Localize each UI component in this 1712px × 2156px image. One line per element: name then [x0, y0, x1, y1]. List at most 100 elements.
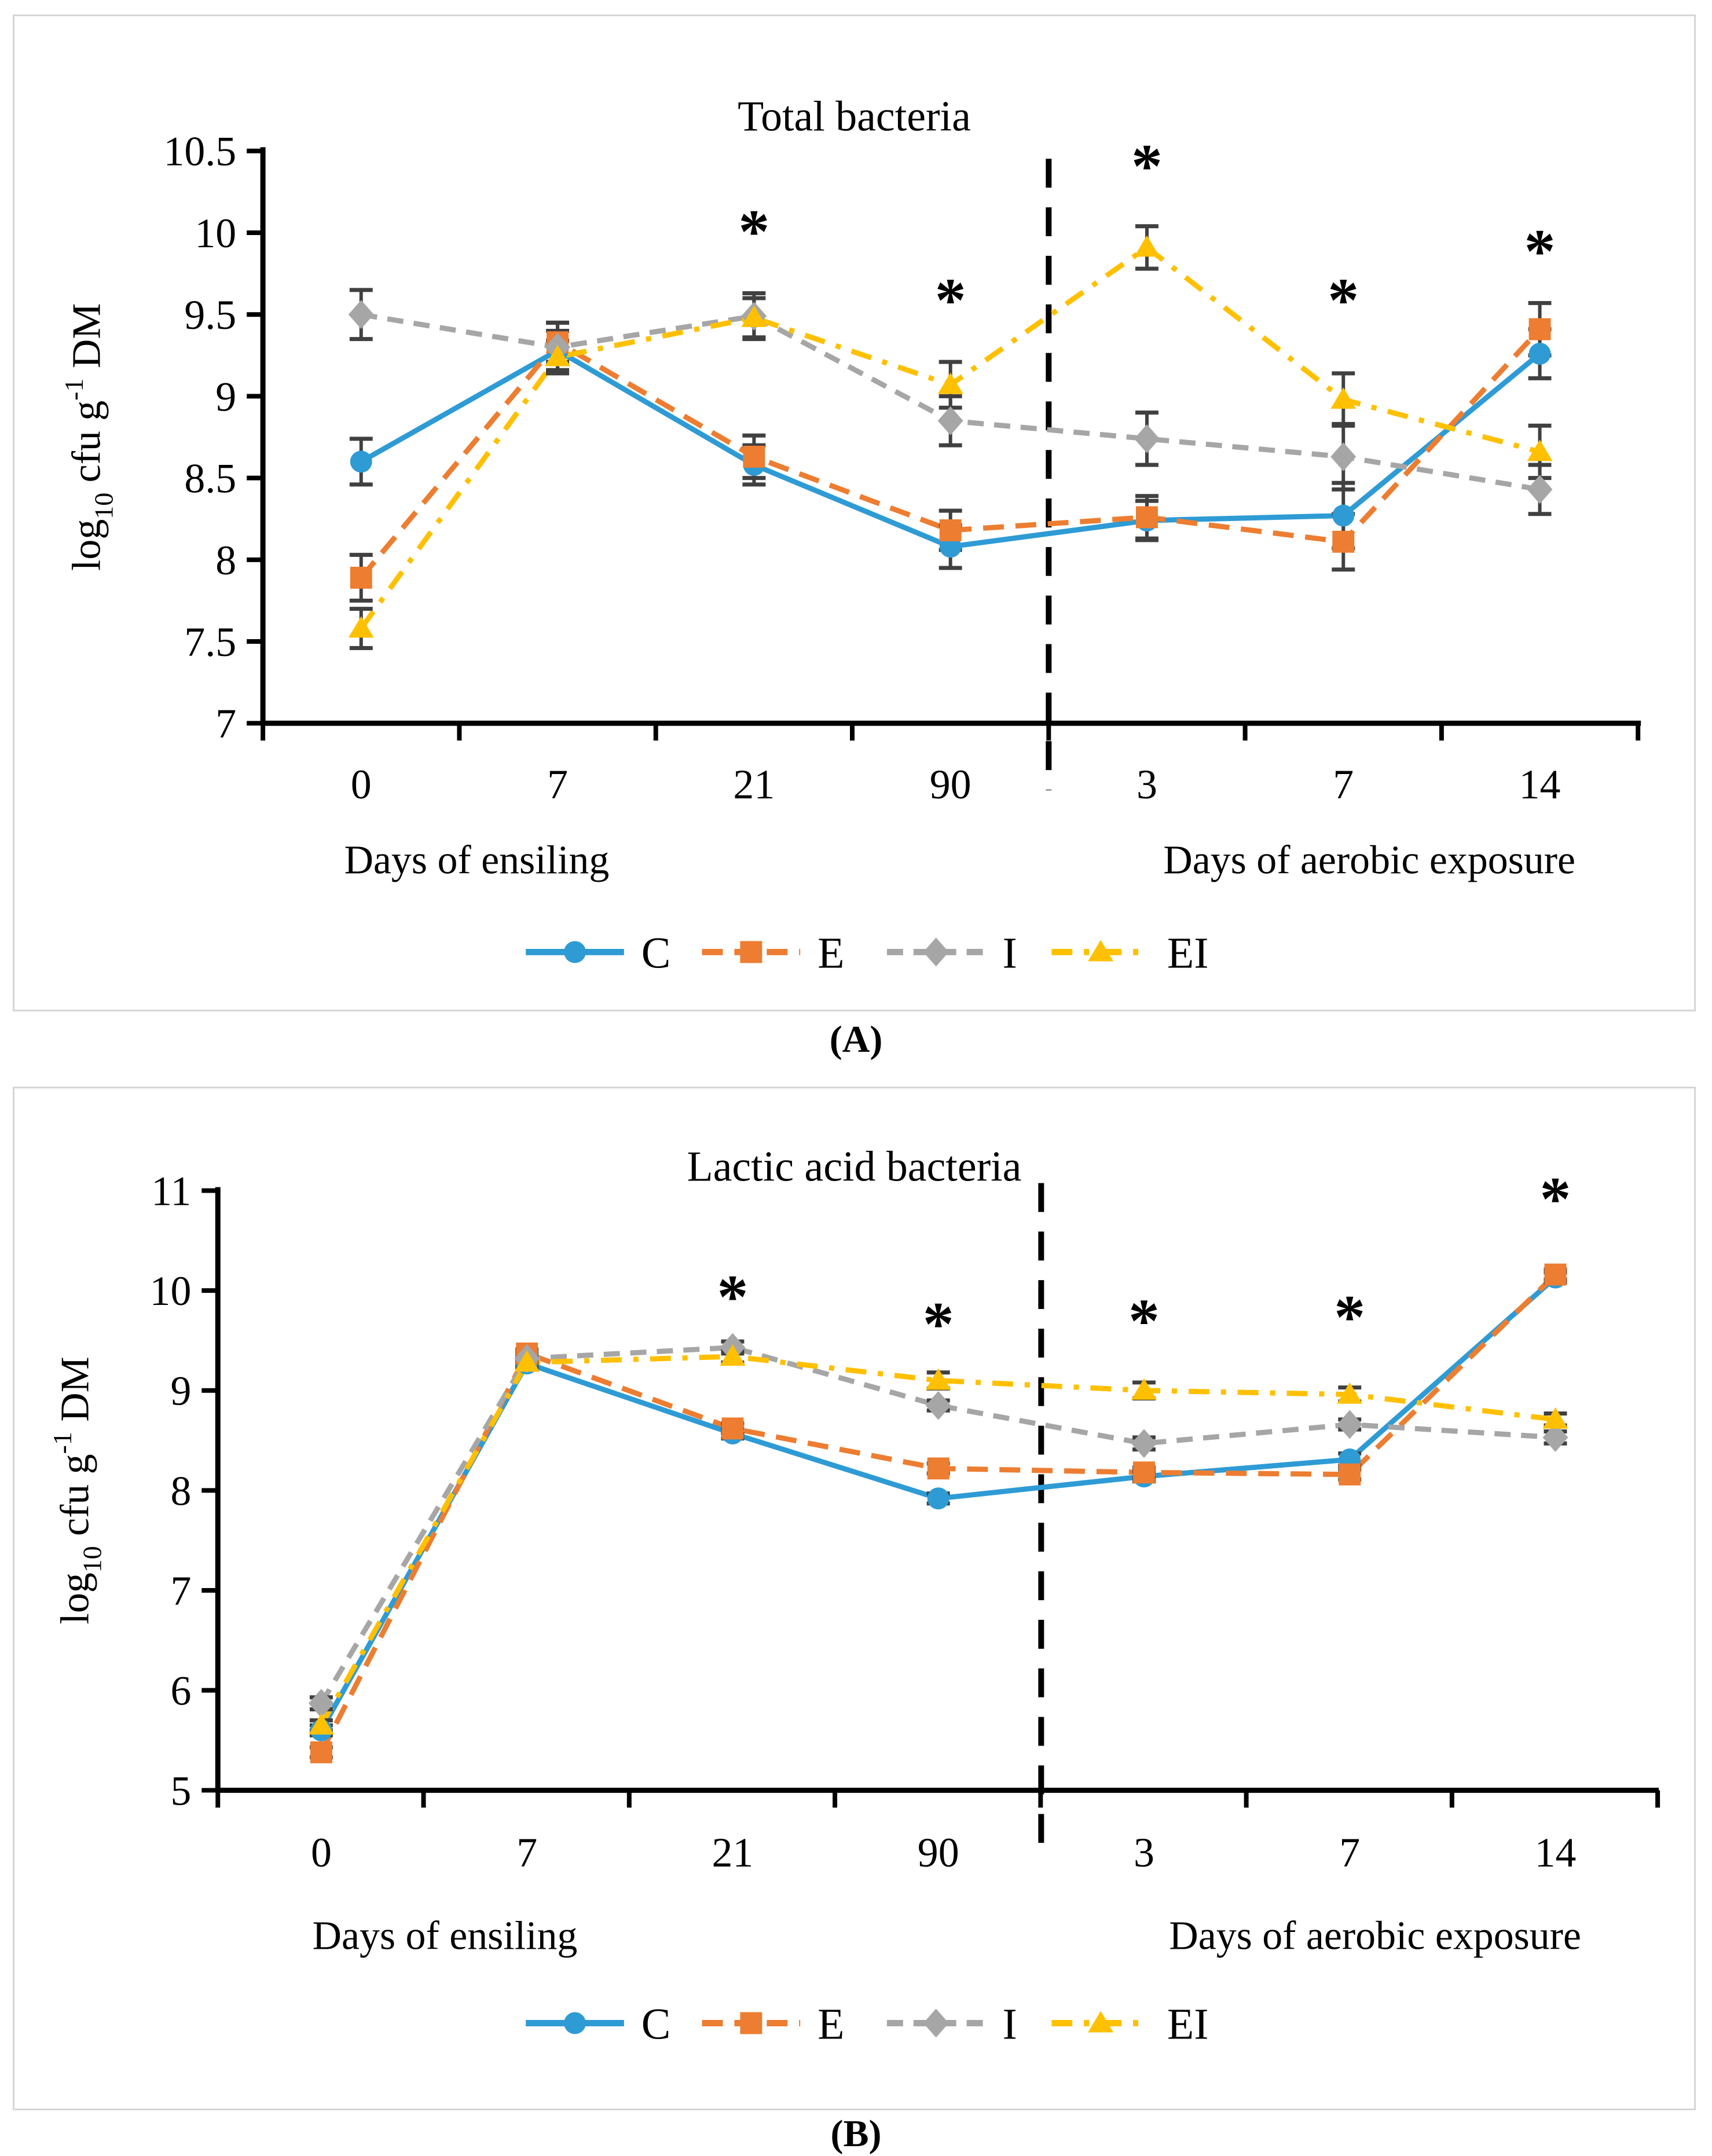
- marker-I-0: [348, 300, 374, 329]
- marker-E-3: [927, 1457, 950, 1480]
- legend-marker-I: [923, 2008, 949, 2038]
- chart-title: Lactic acid bacteria: [687, 1142, 1022, 1190]
- caption-panel-a: (A): [829, 1018, 883, 1061]
- marker-EI-5: [1337, 1382, 1363, 1404]
- y-tick-label: 10: [195, 210, 236, 256]
- legend: C E I EI: [526, 2000, 1208, 2048]
- legend-label-EI: EI: [1167, 2000, 1209, 2048]
- y-tick-label: 7.5: [184, 619, 236, 665]
- marker-E-6: [1528, 318, 1551, 340]
- marker-C-3: [927, 1487, 950, 1510]
- significance-asterisk: *: [1334, 1283, 1365, 1352]
- x-tick-label: 3: [1137, 761, 1157, 808]
- marker-E-0: [310, 1741, 332, 1763]
- marker-C-5: [1332, 504, 1355, 527]
- legend-marker-EI: [1088, 940, 1114, 962]
- marker-I-6: [1527, 475, 1553, 504]
- caption-panel-b: (B): [830, 2113, 882, 2155]
- legend-label-C: C: [641, 2000, 671, 2048]
- marker-E-5: [1332, 530, 1355, 553]
- marker-EI-3: [937, 372, 963, 394]
- significance-asterisk: *: [1540, 1165, 1571, 1234]
- marker-C-6: [1528, 343, 1551, 365]
- chart-total-bacteria: Total bacteria log10 cfu g-1 DM 7 7.5 8 8.5 9 9…: [59, 92, 1641, 977]
- marker-I-3: [925, 1391, 951, 1420]
- x-group-label-aerobic: Days of aerobic exposure: [1163, 838, 1575, 883]
- marker-C-0: [350, 450, 372, 473]
- legend-label-I: I: [1002, 2000, 1017, 2048]
- significance-asterisk: *: [935, 266, 966, 335]
- legend-marker-C: [564, 2012, 586, 2034]
- y-axis-label: log10 cfu g-1 DM: [59, 303, 119, 571]
- significance-asterisk: *: [717, 1263, 748, 1332]
- legend-marker-C: [564, 941, 586, 963]
- x-tick-label: 14: [1535, 1829, 1577, 1876]
- marker-EI-1: [545, 344, 571, 366]
- chart-title: Total bacteria: [738, 92, 971, 140]
- legend-marker-EI: [1088, 2011, 1114, 2033]
- y-axis-label: log10 cfu g-1 DM: [47, 1356, 107, 1624]
- marker-I-4: [1131, 1429, 1157, 1458]
- y-tick-label: 9.5: [184, 292, 236, 338]
- x-tick-label: 90: [930, 761, 972, 808]
- x-tick-label: 7: [1333, 761, 1354, 808]
- marker-EI-2: [741, 305, 767, 327]
- marker-I-5: [1337, 1410, 1363, 1439]
- marker-EI-4: [1134, 235, 1160, 257]
- marker-EI-0: [308, 1713, 334, 1735]
- y-tick-label: 8.5: [184, 456, 236, 502]
- significance-asterisk: *: [923, 1290, 954, 1359]
- significance-asterisk: *: [1128, 1287, 1160, 1356]
- y-tick-label: 7: [215, 701, 236, 747]
- marker-I-3: [937, 406, 963, 435]
- legend-label-I: I: [1002, 929, 1017, 977]
- x-tick-label: 21: [712, 1829, 754, 1876]
- marker-EI-1: [514, 1350, 540, 1372]
- x-group-label-ensiling: Days of ensiling: [344, 838, 609, 883]
- legend-label-EI: EI: [1167, 929, 1209, 977]
- y-tick-label: 9: [215, 373, 236, 420]
- marker-E-4: [1133, 1461, 1155, 1484]
- y-tick-label: 10.5: [163, 129, 236, 175]
- x-tick-label: 3: [1134, 1829, 1154, 1876]
- legend-marker-E: [740, 941, 762, 963]
- marker-I-5: [1330, 442, 1357, 471]
- y-tick-label: 6: [170, 1668, 191, 1714]
- marker-E-3: [939, 519, 962, 541]
- marker-EI-6: [1527, 439, 1553, 461]
- x-tick-label: 0: [351, 761, 372, 808]
- y-tick-label: 7: [170, 1568, 191, 1614]
- x-tick-label: 14: [1519, 761, 1561, 808]
- x-tick-label: 7: [547, 761, 568, 808]
- legend-label-C: C: [641, 929, 671, 977]
- legend-marker-E: [740, 2012, 762, 2034]
- significance-asterisk: *: [738, 197, 769, 266]
- x-group-label-ensiling: Days of ensiling: [313, 1914, 578, 1959]
- panel-lactic-acid-bacteria: Lactic acid bacteria log10 cfu g-1 DM 5 6 7 8…: [13, 1087, 1696, 2110]
- legend: C E I EI: [526, 929, 1208, 977]
- legend-label-E: E: [817, 2000, 844, 2048]
- significance-asterisk: *: [1131, 132, 1163, 201]
- marker-EI-2: [720, 1344, 746, 1366]
- marker-E-2: [743, 445, 765, 468]
- marker-E-6: [1544, 1263, 1567, 1286]
- legend-label-E: E: [817, 929, 844, 977]
- legend-marker-I: [923, 937, 949, 967]
- x-tick-label: 90: [918, 1829, 959, 1876]
- marker-E-0: [350, 566, 372, 589]
- x-tick-label: 7: [516, 1829, 537, 1876]
- marker-I-4: [1134, 424, 1160, 453]
- y-tick-label: 8: [215, 537, 236, 584]
- marker-EI-4: [1131, 1378, 1157, 1400]
- marker-E-4: [1135, 506, 1158, 529]
- y-tick-label: 9: [170, 1368, 191, 1414]
- marker-EI-0: [348, 616, 374, 638]
- marker-E-5: [1339, 1463, 1361, 1486]
- x-tick-label: 21: [733, 761, 775, 808]
- x-tick-label: 0: [311, 1829, 332, 1876]
- marker-EI-5: [1330, 387, 1357, 409]
- significance-asterisk: *: [1524, 217, 1556, 286]
- marker-E-2: [721, 1417, 744, 1440]
- y-tick-label: 11: [151, 1168, 191, 1214]
- marker-I-6: [1542, 1422, 1568, 1452]
